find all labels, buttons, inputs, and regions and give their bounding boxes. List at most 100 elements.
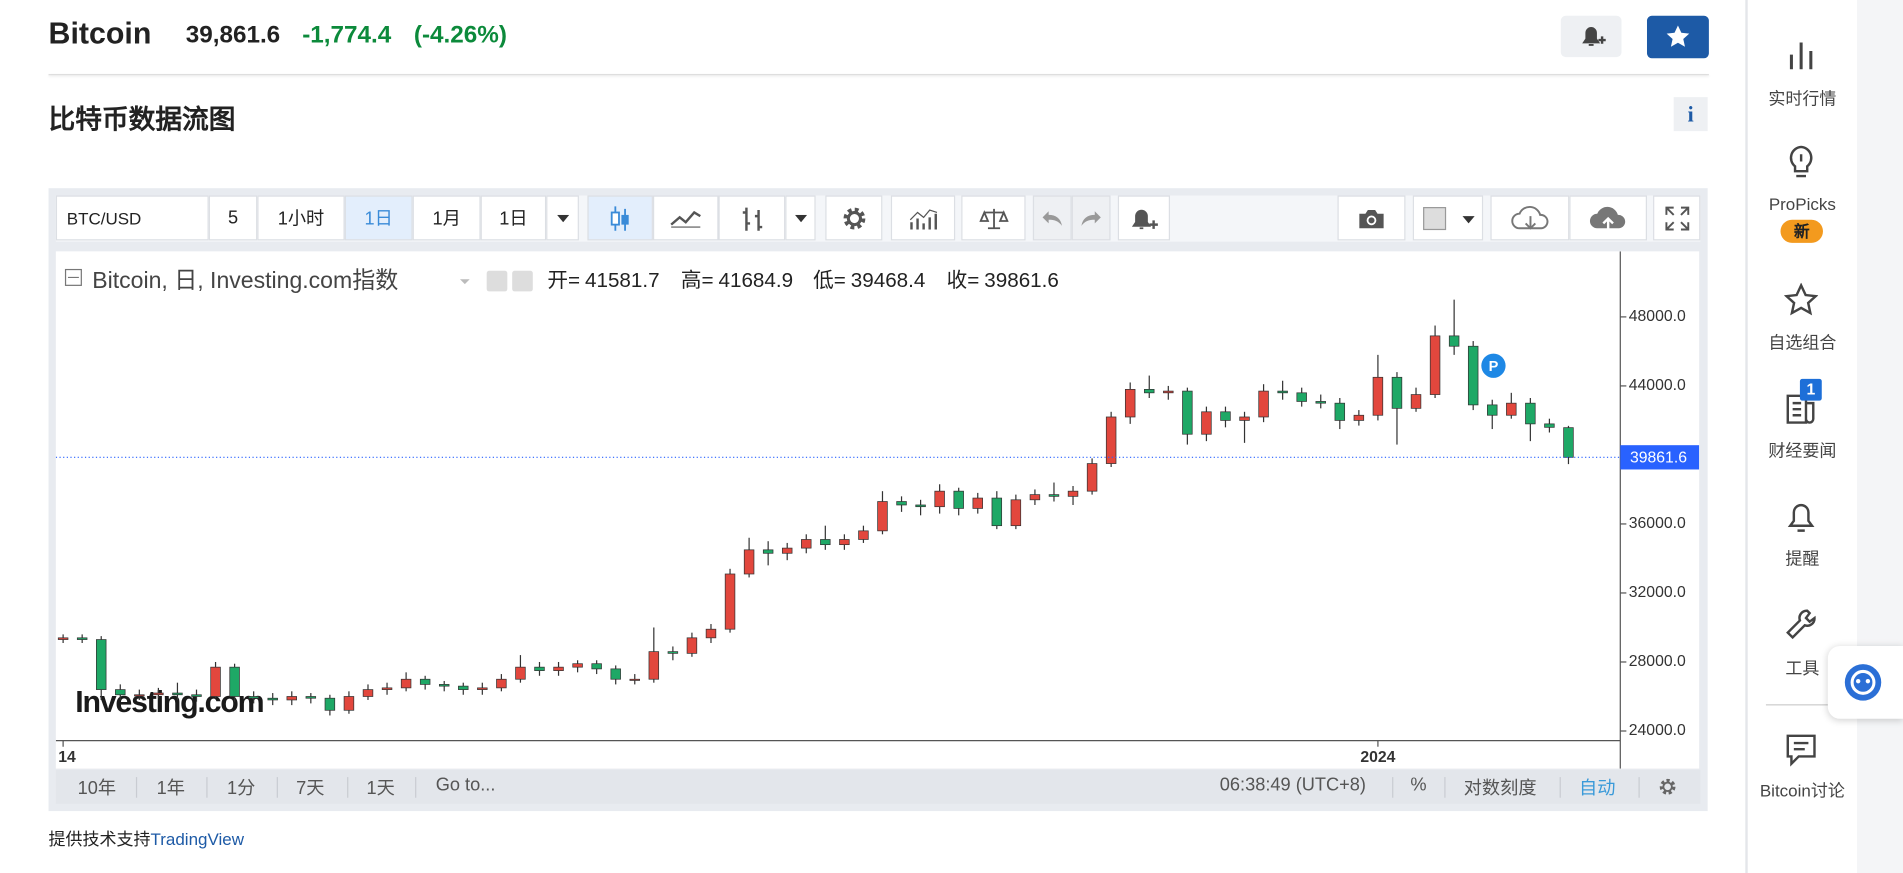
interval-button[interactable]: 1小时 [257,195,345,241]
line-style[interactable] [652,195,719,241]
sidebar-label[interactable]: 实时行情 [1768,88,1837,109]
event-marker-label: P [1489,359,1499,375]
candle-body [858,530,869,540]
save-chart[interactable] [1569,195,1647,241]
info-button[interactable]: i [1673,97,1708,132]
candle-body [1163,390,1174,394]
interval-button[interactable]: 1日 [344,195,413,241]
sidebar-label[interactable]: 提醒 [1785,548,1820,569]
indicators[interactable] [890,195,956,241]
discussion-icon[interactable] [1784,732,1818,768]
fullscreen-icon [1664,206,1689,230]
divider [48,74,1709,76]
scale-settings[interactable] [1658,777,1677,796]
new-badge: 新 [1780,219,1823,243]
sidebar-label[interactable]: Bitcoin讨论 [1759,780,1845,801]
candle-body [172,692,183,696]
news-icon[interactable] [1784,389,1818,428]
candle-body [1410,394,1422,409]
ohlc-value: 41581.7 [585,269,660,292]
sidebar-label[interactable]: 自选组合 [1768,332,1837,353]
candle-body [1563,427,1574,458]
settings-icon[interactable] [512,270,533,292]
candle-body [839,539,850,546]
asset-name: Bitcoin [48,16,152,51]
interval-button[interactable]: 1日 [480,195,547,241]
bar-style[interactable] [718,195,786,241]
visibility-icon[interactable] [486,270,508,292]
candle-body [1487,404,1498,416]
bottom-bar [55,769,1701,804]
sidebar-label[interactable]: 工具 [1785,658,1820,678]
candle-body [743,549,755,575]
candle-body [1429,335,1441,395]
candle-body [1201,411,1212,435]
candle-style[interactable] [587,195,653,241]
candle-body [934,490,945,508]
alerts-icon[interactable] [1784,499,1818,535]
bars-icon [742,207,762,231]
caret [794,214,807,222]
alert-button[interactable] [1560,15,1622,58]
tools-icon[interactable] [1784,607,1818,643]
dropdown[interactable] [785,195,816,241]
snapshot[interactable] [1337,195,1406,241]
candle-body [381,687,393,690]
undo[interactable] [1032,195,1072,241]
goto-button[interactable]: Go to... [435,774,496,796]
symbol-input[interactable]: BTC/USD [55,195,209,241]
separator [1559,777,1561,798]
propicks-icon[interactable] [1784,143,1818,182]
candle-body [1467,345,1479,406]
sidebar-separator [1765,704,1839,706]
footer-link[interactable]: TradingView [150,829,245,849]
candle-body [1544,423,1555,428]
watchlist-icon[interactable] [1784,282,1819,319]
load-chart[interactable] [1490,195,1570,241]
candle-body [1029,494,1041,501]
compare[interactable] [961,195,1026,241]
separator [1444,777,1446,798]
dropdown[interactable] [546,195,579,241]
watchlist-button[interactable] [1646,15,1709,59]
event-marker [1481,353,1506,378]
settings[interactable] [825,195,883,241]
sidebar-label[interactable]: 财经要闻 [1768,440,1837,461]
candle-body [1372,376,1384,416]
star-icon [1666,25,1690,47]
candle-body [762,549,774,554]
camera-icon [1359,209,1384,228]
range-button[interactable]: 1年 [156,778,185,799]
alert[interactable] [1117,195,1171,241]
separator [415,777,417,798]
percent-button[interactable]: % [1410,774,1427,796]
candle-body [1315,401,1326,404]
gear-icon [842,207,865,229]
candle-body [686,637,698,654]
range-button[interactable]: 1分 [226,778,256,799]
candle-body [496,678,507,689]
candle-body [991,497,1003,527]
range-button[interactable]: 10年 [77,778,117,799]
candle-body [1182,390,1193,435]
log-button[interactable]: 对数刻度 [1463,778,1537,799]
assistant-button[interactable] [1827,645,1903,719]
range-button[interactable]: 1天 [366,778,395,799]
candle-body [1353,414,1365,421]
interval-button[interactable]: 1月 [412,195,481,241]
candle-body [629,678,640,681]
quotes-icon[interactable] [1784,38,1818,72]
interval-input[interactable]: 5 [208,195,258,241]
caret [556,214,569,222]
auto-button[interactable]: 自动 [1579,778,1616,799]
y-tick-label: 28000.0 [1629,653,1686,670]
color-picker[interactable] [1412,195,1484,241]
cloud-up-icon [1589,206,1626,231]
fullscreen[interactable] [1653,195,1701,241]
sidebar-label[interactable]: ProPicks [1768,194,1836,214]
candle-body [896,501,907,506]
redo[interactable] [1071,195,1111,241]
range-button[interactable]: 7天 [296,778,325,799]
chart: Bitcoin, 日, Investing.com指数 开= 41581.7 高… [55,251,1700,769]
